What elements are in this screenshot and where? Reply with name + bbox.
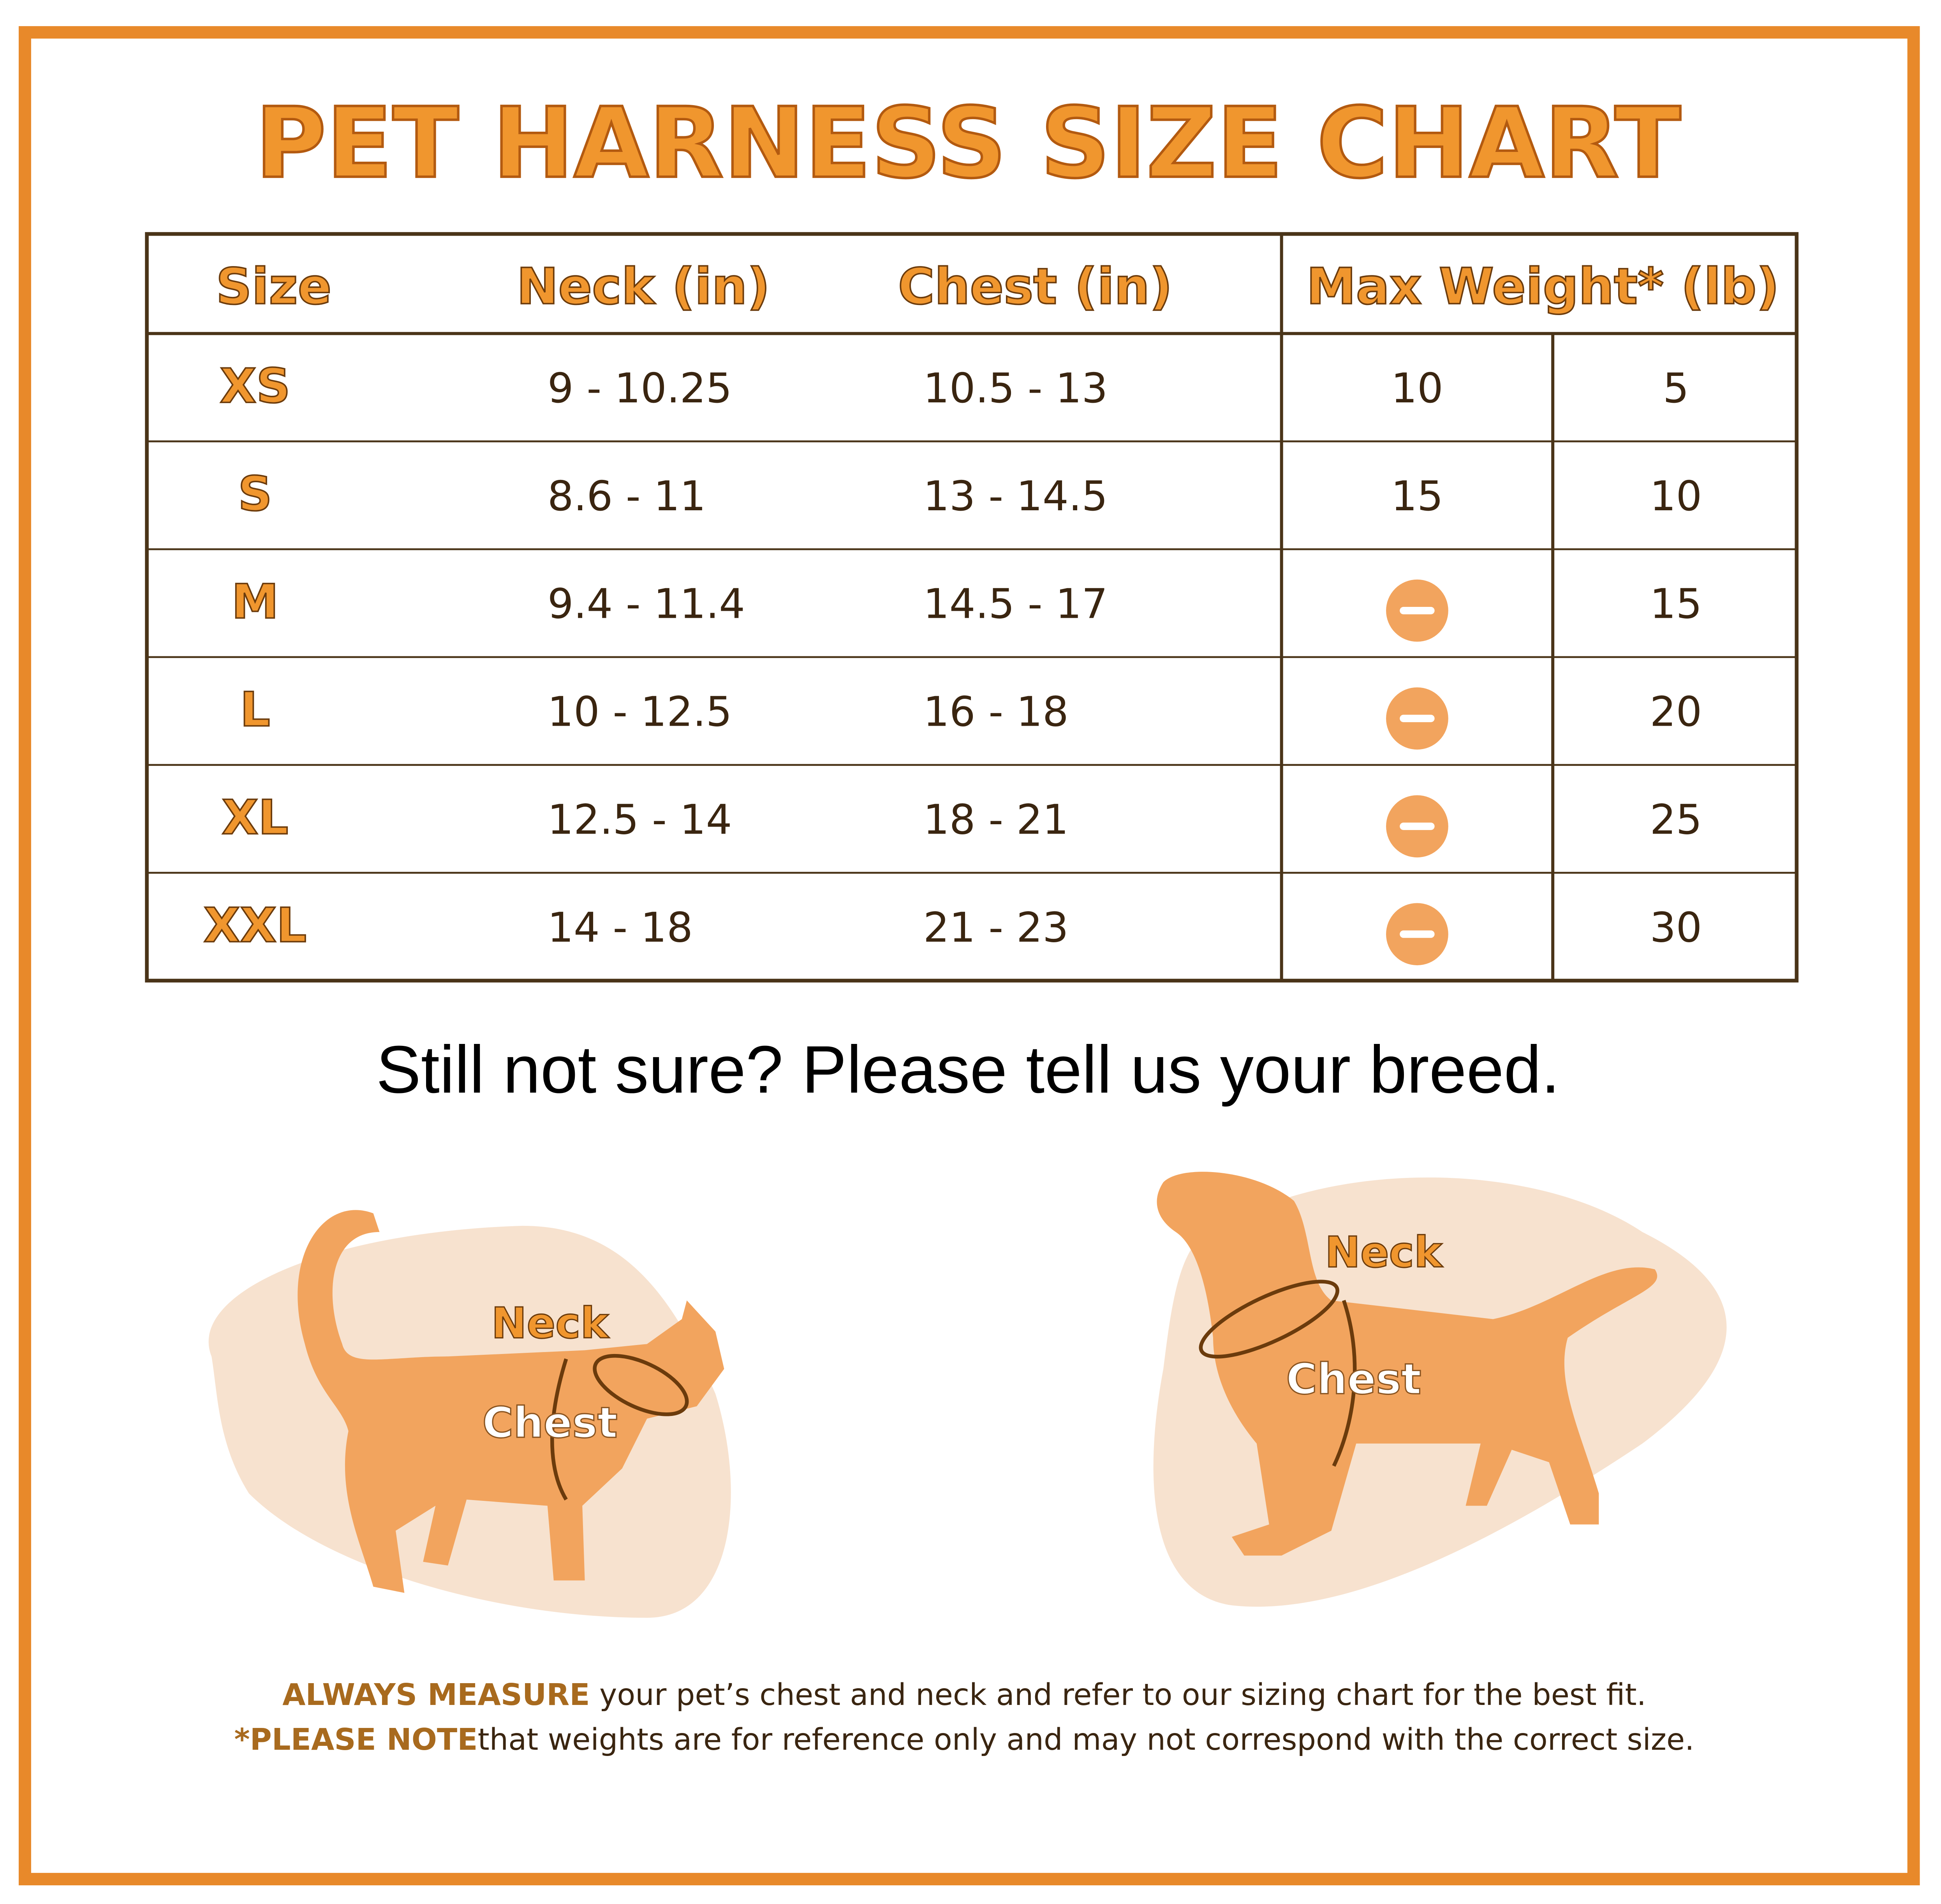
- cell-value: 16 - 18: [923, 688, 1069, 736]
- not-applicable-icon-bar: [1400, 930, 1435, 938]
- note-bold: ALWAYS MEASURE: [282, 1678, 590, 1712]
- cell-value: 18 - 21: [923, 795, 1069, 843]
- size-label: XL: [222, 790, 289, 845]
- cat-neck-line: [593, 1354, 689, 1416]
- cat-silhouette: [298, 1210, 724, 1593]
- size-label: M: [232, 574, 279, 629]
- cell-value: 10.5 - 13: [923, 364, 1108, 412]
- frame: [19, 26, 1920, 1886]
- dog-neck-line: [1199, 1280, 1339, 1359]
- cell-value: 30: [1650, 903, 1702, 951]
- note-bold: *PLEASE NOTE: [234, 1722, 478, 1757]
- size-label: L: [240, 682, 270, 737]
- cell-value: 10 - 12.5: [548, 688, 732, 736]
- cell-value: 9 - 10.25: [548, 364, 732, 412]
- cat-chest-label: Chest: [483, 1398, 618, 1447]
- note-weights: *PLEASE NOTEthat weights are for referen…: [234, 1722, 1694, 1757]
- cell-value: 9.4 - 11.4: [548, 580, 745, 628]
- note-text: that weights are for reference only and …: [478, 1722, 1694, 1757]
- column-header: Max Weight* (lb): [1307, 258, 1779, 316]
- cell-value: 13 - 14.5: [923, 472, 1108, 520]
- not-applicable-icon-bar: [1400, 822, 1435, 830]
- cell-value: 20: [1650, 688, 1702, 736]
- cell-value: 5: [1663, 364, 1689, 412]
- cell-value: 12.5 - 14: [548, 795, 732, 843]
- column-header: Size: [216, 258, 331, 316]
- cell-value: 10: [1391, 364, 1443, 412]
- size-label: XS: [220, 358, 290, 414]
- cell-value: 14.5 - 17: [923, 580, 1108, 628]
- cat-illustration: Neck Chest: [208, 1210, 731, 1618]
- cell-value: 21 - 23: [923, 903, 1069, 951]
- cell-value: 10: [1650, 472, 1702, 520]
- dog-chest-label: Chest: [1286, 1354, 1421, 1404]
- cell-value: 14 - 18: [548, 903, 693, 951]
- table: Size Neck (in) Chest (in) Max Weight* (lb) X…: [145, 232, 1799, 983]
- cell-value: 25: [1650, 795, 1702, 843]
- table-border: [145, 232, 1799, 983]
- cat-chest-line: [550, 1358, 568, 1501]
- dog-illustration: Neck Chest: [1153, 1172, 1727, 1607]
- dog-chest-line: [1332, 1300, 1357, 1467]
- column-header: Neck (in): [517, 258, 770, 316]
- size-label: XXL: [204, 897, 307, 953]
- cell-value: 8.6 - 11: [548, 472, 706, 520]
- cell-value: 15: [1650, 580, 1702, 628]
- dog-neck-label: Neck: [1325, 1227, 1443, 1277]
- cell-value: 15: [1391, 472, 1443, 520]
- note-measure: ALWAYS MEASURE your pet’s chest and neck…: [282, 1678, 1646, 1712]
- size-label: S: [238, 466, 272, 522]
- cat-neck-label: Neck: [491, 1298, 610, 1348]
- not-applicable-icon-bar: [1400, 606, 1435, 615]
- title: PET HARNESS SIZE CHART: [255, 87, 1681, 200]
- not-applicable-icon-bar: [1400, 714, 1435, 723]
- prompt: Still not sure? Please tell us your bree…: [376, 1032, 1560, 1107]
- note-text: your pet’s chest and neck and refer to o…: [590, 1678, 1646, 1712]
- dog-silhouette: [1157, 1172, 1657, 1556]
- column-header: Chest (in): [898, 258, 1173, 316]
